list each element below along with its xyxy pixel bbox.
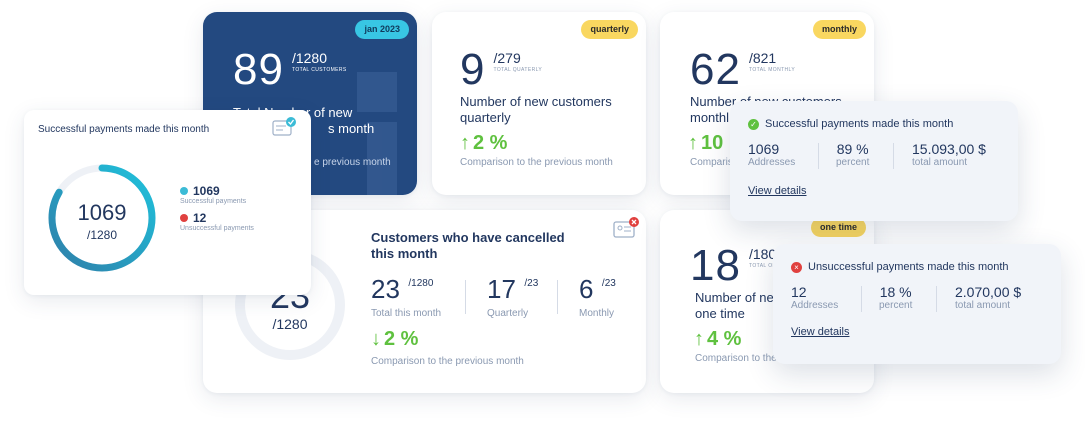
cancelled-percent: 2 %	[384, 328, 419, 350]
x-circle-icon: ×	[791, 261, 802, 273]
success-count: 1069	[193, 184, 220, 198]
success-payments-popup[interactable]: ✓ Successful payments made this month 10…	[730, 101, 1018, 221]
fail-amount-label: total amount	[955, 300, 1011, 311]
fail-popup-title: Unsuccessful payments made this month	[808, 261, 1009, 273]
success-label: Successful payments	[180, 198, 247, 205]
cancelled-quarterly-value: 17	[487, 274, 516, 304]
quarterly-card[interactable]: quarterly 9 /279 TOTAL QUATERLY Number o…	[432, 12, 646, 195]
onetime-fraction: /180	[748, 246, 777, 262]
fail-percent-value: 18 %	[879, 284, 912, 300]
fail-view-details-link[interactable]: View details	[791, 326, 850, 338]
divider	[557, 280, 558, 314]
divider	[465, 280, 466, 314]
period-badge: jan 2023	[355, 20, 409, 39]
cancelled-total-fraction: /1280	[408, 278, 434, 289]
cancelled-quarterly-label: Quarterly	[487, 308, 529, 319]
arrow-up-icon: ↑	[460, 132, 470, 154]
monthly-title-line2: monthl	[690, 110, 730, 125]
total-fraction: /1280	[291, 50, 327, 66]
period-badge: quarterly	[581, 20, 638, 39]
cancelled-monthly-value: 6	[579, 274, 594, 304]
arrow-up-icon: ↑	[694, 328, 704, 350]
onetime-percent: 4 %	[707, 328, 742, 350]
x-circle-icon	[180, 214, 188, 222]
cancelled-total-label: Total this month	[371, 308, 442, 319]
total-value: 89	[233, 45, 284, 94]
monthly-fraction: /821	[748, 50, 777, 66]
quarterly-value: 9	[460, 45, 486, 94]
fail-addresses-value: 12	[791, 284, 807, 300]
cancelled-comparison: Comparison to the previous month	[371, 356, 524, 367]
period-badge: monthly	[813, 20, 866, 39]
success-view-details-link[interactable]: View details	[748, 185, 807, 197]
cancelled-total-value: 23	[371, 274, 400, 304]
cancelled-monthly-label: Monthly	[579, 308, 615, 319]
onetime-value: 18	[690, 241, 741, 290]
successful-payments-card[interactable]: Successful payments made this month 1069…	[24, 110, 311, 295]
divider	[936, 286, 937, 312]
monthly-value: 62	[690, 45, 741, 94]
divider	[861, 286, 862, 312]
divider	[893, 143, 894, 169]
cancelled-quarterly-fraction: /23	[524, 278, 539, 289]
onetime-comparison: Comparison to the	[695, 353, 777, 364]
quarterly-fraction: /279	[493, 50, 521, 66]
divider	[818, 143, 819, 169]
success-addresses-label: Addresses	[748, 157, 796, 168]
success-popup-title: Successful payments made this month	[765, 118, 954, 130]
total-comparison: e previous month	[314, 157, 391, 168]
cancelled-monthly-fraction: /23	[601, 278, 616, 289]
check-circle-icon	[180, 187, 188, 195]
onetime-caption: TOTAL ON	[748, 263, 777, 269]
payments-ring-total: /1280	[86, 228, 118, 242]
fail-label: Unsuccessful payments	[180, 225, 254, 232]
quarterly-comparison: Comparison to the previous month	[460, 157, 613, 168]
arrow-down-icon: ↓	[371, 328, 381, 350]
total-title-line2: s month	[328, 121, 375, 136]
success-addresses-value: 1069	[748, 141, 780, 157]
cancel-card-icon	[613, 217, 639, 238]
total-caption: TOTAL CUSTOMERS	[291, 67, 347, 73]
success-percent-label: percent	[836, 157, 870, 168]
fail-percent-label: percent	[879, 300, 913, 311]
success-amount-value: 15.093,00 $	[912, 141, 986, 157]
cancelled-title: Customers who have cancelled this month	[371, 230, 565, 261]
arrow-up-icon: ↑	[688, 132, 698, 154]
unsuccessful-payments-popup[interactable]: × Unsuccessful payments made this month …	[773, 244, 1061, 364]
onetime-title-line2: one time	[695, 306, 745, 321]
success-amount-label: total amount	[912, 157, 968, 168]
payments-ring	[48, 164, 156, 272]
quarterly-percent: 2 %	[473, 132, 508, 154]
monthly-comparison: Comparis	[690, 157, 733, 168]
fail-count: 12	[193, 211, 207, 225]
success-percent-value: 89 %	[836, 141, 869, 157]
fail-addresses-label: Addresses	[791, 300, 839, 311]
onetime-title-line1: Number of ne	[695, 290, 774, 305]
monthly-percent: 10	[701, 132, 724, 154]
payment-card-check-icon	[272, 117, 296, 136]
fail-amount-value: 2.070,00 $	[955, 284, 1022, 300]
period-badge: one time	[810, 218, 866, 237]
payments-ring-value: 1069	[77, 200, 127, 225]
quarterly-caption: TOTAL QUATERLY	[493, 67, 543, 73]
background-figure-icon	[357, 72, 397, 195]
payments-ring-progress	[48, 164, 156, 272]
payments-card-title: Successful payments made this month	[38, 124, 210, 135]
monthly-caption: TOTAL MONTHLY	[748, 67, 796, 73]
quarterly-title: Number of new customers quarterly	[460, 94, 612, 125]
cancelled-ring-total: /1280	[272, 316, 308, 332]
check-circle-icon: ✓	[748, 118, 759, 130]
